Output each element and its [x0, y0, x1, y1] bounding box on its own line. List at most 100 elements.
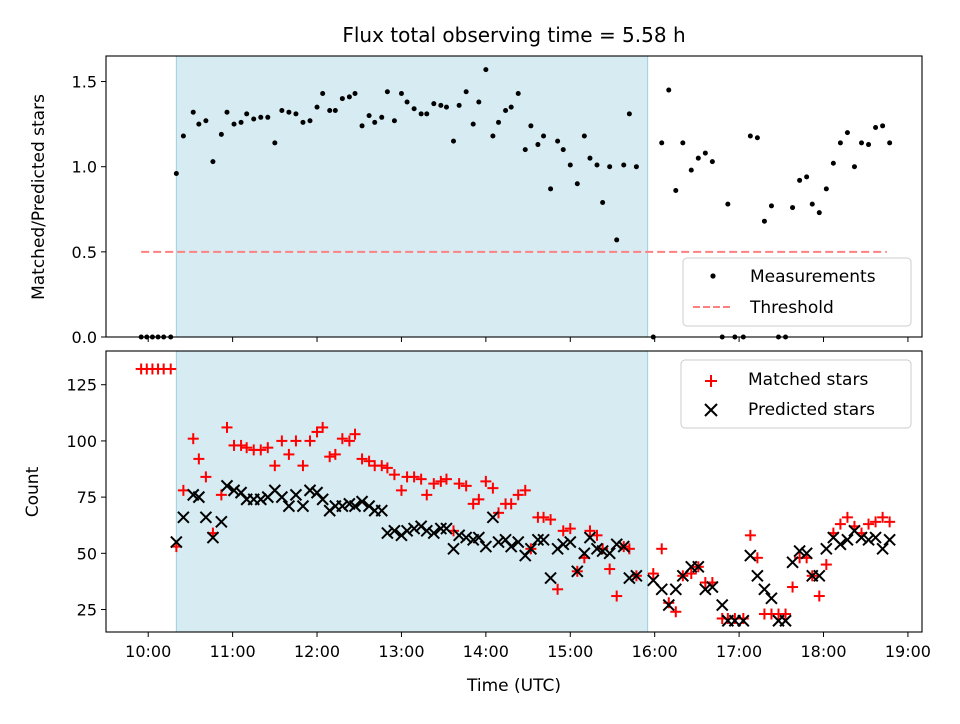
predicted-star-point [479, 540, 493, 553]
predicted-star-point [583, 531, 597, 544]
predicted-star-point [524, 542, 538, 556]
measurement-point [837, 140, 843, 146]
top-axes-frame [105, 55, 923, 338]
predicted-star-point [669, 583, 683, 596]
matched-star-point [557, 525, 569, 537]
predicted-star-point [316, 493, 329, 506]
predicted-star-point [452, 529, 466, 542]
measurement-point [190, 109, 196, 115]
measurement-point [587, 155, 593, 161]
predicted-star-point [492, 535, 505, 549]
measurement-point [844, 130, 850, 136]
measurement-point [496, 119, 502, 125]
measurement-point [293, 111, 299, 117]
matched-star-point [480, 475, 492, 487]
predicted-star-point [348, 499, 362, 513]
measurement-point [560, 147, 566, 153]
measurement-point [272, 140, 278, 146]
matched-star-point [813, 590, 825, 602]
matched-star-point [200, 471, 212, 483]
predicted-star-point [227, 484, 241, 497]
predicted-star-point [206, 531, 220, 544]
predicted-star-point [571, 565, 584, 578]
matched-star-point [395, 484, 407, 496]
x-tick-label: 11:00 [210, 642, 256, 661]
predicted-star-point [876, 542, 889, 556]
measurement-point [614, 237, 620, 243]
predicted-star-point [537, 533, 550, 547]
measurement-point [307, 118, 313, 124]
matched-star-point [165, 363, 177, 375]
measurement-point [490, 133, 496, 139]
matched-star-point [564, 523, 576, 535]
measurement-point [747, 133, 753, 139]
matched-star-point [453, 478, 465, 490]
top-legend-box [682, 257, 912, 327]
matched-star-point [421, 489, 433, 501]
predicted-star-point [336, 499, 349, 513]
measurement-point [548, 186, 554, 192]
matched-star-point [193, 453, 205, 465]
predicted-star-point [883, 533, 896, 547]
measurement-point [238, 119, 244, 125]
matched-star-point [870, 516, 882, 528]
measurement-point [404, 99, 410, 105]
measurement-point [823, 186, 829, 192]
measurement-point [279, 107, 285, 113]
predicted-star-point [623, 571, 636, 585]
predicted-star-point [793, 544, 806, 558]
x-tick-label: 18:00 [800, 642, 846, 661]
predicted-star-point [275, 490, 289, 504]
measurement-point [359, 123, 365, 129]
matched-star-point [473, 493, 485, 505]
matched-star-point [552, 583, 564, 595]
legend-matched-marker [705, 375, 717, 387]
measurement-point [567, 162, 573, 168]
measurement-point [541, 133, 547, 139]
measurement-point [804, 174, 810, 180]
measurement-point [300, 119, 306, 125]
bottom-y-tick-label: 50 [77, 544, 97, 563]
predicted-star-point [296, 499, 310, 513]
measurement-point [314, 104, 320, 110]
measurement-point [224, 109, 230, 115]
matched-star-point [670, 606, 682, 618]
measurement-point [790, 205, 796, 211]
predicted-star-point [170, 535, 183, 549]
predicted-star-point [716, 598, 729, 612]
measurement-point [725, 201, 731, 207]
matched-star-point [262, 442, 274, 454]
measurement-point [196, 121, 202, 127]
matched-star-point [460, 480, 472, 492]
predicted-star-point [699, 583, 712, 596]
legend-threshold-label: Threshold [749, 298, 834, 318]
measurement-point [366, 113, 372, 119]
matched-star-point [336, 433, 348, 445]
predicted-star-point [220, 479, 234, 493]
predicted-star-point [564, 535, 577, 549]
measurement-point [816, 210, 822, 216]
matched-star-point [363, 455, 375, 467]
measurement-point [659, 140, 665, 146]
measurement-point [456, 102, 462, 108]
bottom-y-tick-label: 75 [77, 488, 97, 507]
matched-star-point [685, 568, 697, 580]
matched-star-point [538, 511, 550, 523]
predicted-star-point [388, 524, 401, 538]
matched-star-point [834, 518, 846, 530]
predicted-star-point [662, 598, 675, 612]
matched-star-point [663, 597, 675, 609]
x-tick-label: 13:00 [378, 642, 424, 661]
predicted-star-point [610, 538, 623, 551]
predicted-star-point [375, 504, 388, 517]
matched-star-point [545, 514, 557, 526]
matched-star-point [381, 462, 393, 474]
predicted-star-point [841, 533, 854, 547]
measurement-point [768, 203, 774, 209]
top-shaded-span [175, 55, 649, 338]
predicted-star-point [407, 522, 421, 535]
matched-star-point [584, 525, 596, 537]
top-y-tick-label: 1.5 [72, 73, 97, 92]
matched-star-point [656, 543, 668, 555]
